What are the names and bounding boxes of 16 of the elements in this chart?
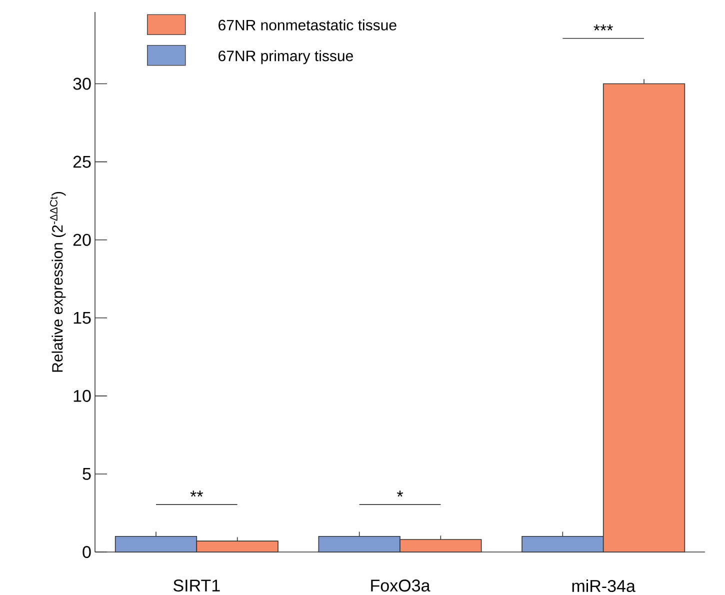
x-tick-label: miR-34a (572, 580, 636, 592)
annotation: ** (190, 490, 204, 497)
y-tick-label: 30 (73, 78, 91, 90)
legend-label: 67NR nonmetastatic tissue (218, 19, 396, 30)
legend-label: 67NR primary tissue (218, 50, 353, 64)
annotation: *** (594, 24, 613, 30)
y-tick-label: 5 (82, 468, 91, 480)
y-tick-label: 10 (74, 390, 91, 402)
y-tick-label: 25 (73, 156, 91, 168)
x-tick-label: FoxO3a (371, 580, 430, 592)
y-tick-label: 0 (82, 546, 91, 558)
y-axis-title: Relative expression (2$^{-ΔΔCt}$) (50, 192, 66, 372)
y-tick-label: 15 (74, 312, 91, 324)
annotation: * (396, 490, 404, 497)
y-tick-label: 20 (73, 234, 91, 246)
x-tick-label: SIRT1 (174, 580, 220, 592)
